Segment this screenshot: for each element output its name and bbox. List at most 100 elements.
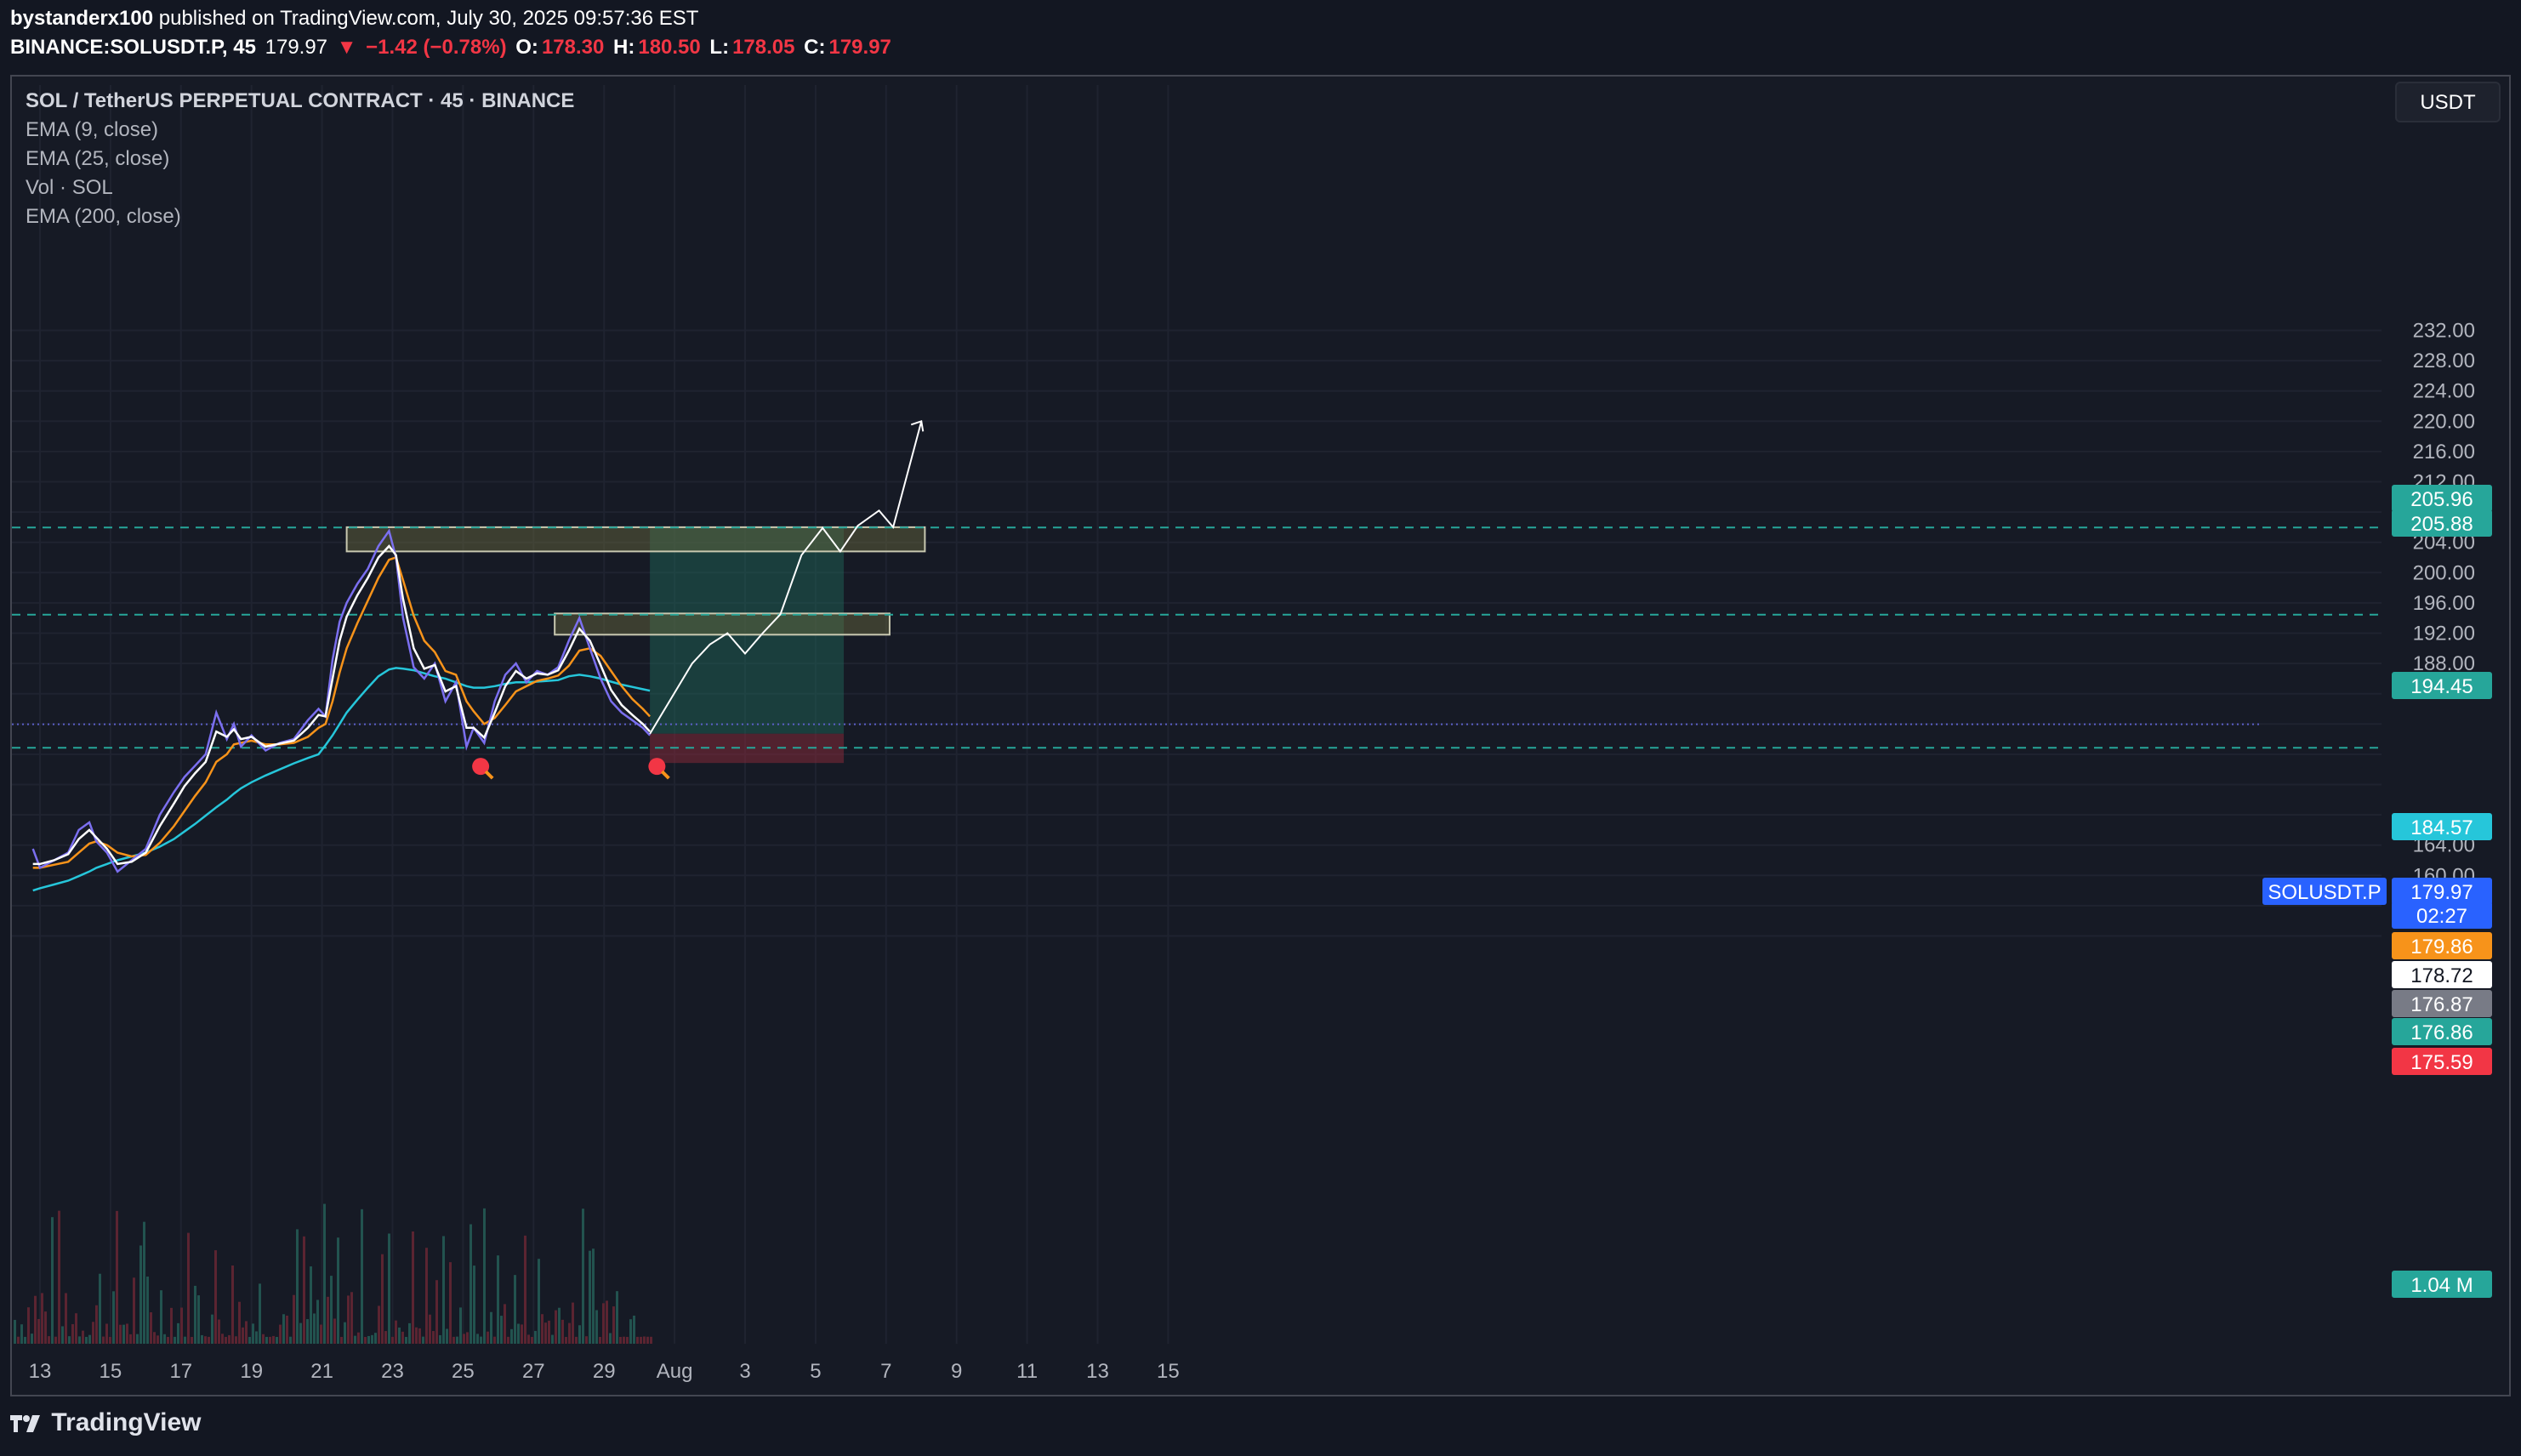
volume-bar xyxy=(61,1326,64,1344)
upper-resistance-box xyxy=(345,526,926,553)
projection-path xyxy=(649,419,925,735)
volume-bar xyxy=(310,1266,312,1344)
volume-bar xyxy=(214,1250,217,1344)
drawing-zones xyxy=(345,526,926,764)
y-tick-label: 224.00 xyxy=(2413,380,2475,403)
volume-bar xyxy=(521,1324,523,1344)
volume-bar xyxy=(238,1301,241,1344)
volume-bar xyxy=(231,1265,234,1344)
open-value: 178.30 xyxy=(541,36,605,59)
chart-area[interactable] xyxy=(10,75,2511,1396)
volume-bar xyxy=(180,1307,183,1344)
volume-bar xyxy=(555,1310,557,1344)
price-label: 184.57 xyxy=(2410,816,2473,839)
legend-ema9[interactable]: EMA (9, close) xyxy=(26,118,159,141)
volume-bar xyxy=(109,1336,111,1344)
volume-bar xyxy=(432,1331,435,1344)
volume-bar xyxy=(293,1294,295,1344)
volume-bar xyxy=(122,1324,125,1344)
down-arrow-icon: ▼ xyxy=(336,36,357,59)
volume-bar xyxy=(401,1331,404,1344)
y-tick-label: 228.00 xyxy=(2413,350,2475,373)
volume-bar xyxy=(126,1323,128,1344)
volume-bar xyxy=(112,1291,115,1344)
volume-bar xyxy=(418,1328,421,1344)
volume-bar xyxy=(425,1248,428,1344)
ema25-line xyxy=(32,555,652,869)
volume-bar xyxy=(92,1322,94,1344)
volume-bar xyxy=(456,1336,458,1344)
volume-bar xyxy=(493,1336,496,1344)
volume-bar xyxy=(242,1327,244,1344)
volume-bar xyxy=(558,1307,561,1344)
volume-bar xyxy=(187,1232,190,1344)
legend-ema200[interactable]: EMA (200, close) xyxy=(26,205,181,228)
target-zone xyxy=(650,527,845,734)
marker-icon xyxy=(660,770,670,780)
currency-button[interactable]: USDT xyxy=(2395,82,2501,122)
volume-bar xyxy=(31,1334,33,1344)
volume-bar xyxy=(184,1336,186,1344)
volume-bar xyxy=(381,1254,384,1344)
price-label: 1.04 M xyxy=(2410,1274,2473,1297)
author-name: bystanderx100 xyxy=(10,7,154,30)
volume-bar xyxy=(235,1336,237,1344)
tradingview-brand: TradingView xyxy=(10,1408,202,1437)
volume-bar xyxy=(378,1305,380,1344)
volume-bar xyxy=(303,1236,305,1344)
volume-bar xyxy=(561,1319,564,1344)
low-value: 178.05 xyxy=(732,36,795,59)
volume-bar xyxy=(623,1336,625,1344)
volume-bar xyxy=(282,1314,285,1344)
price-label-bg xyxy=(2392,932,2492,959)
volume-bar xyxy=(299,1322,302,1344)
volume-bar xyxy=(150,1312,152,1344)
x-tick-label: 11 xyxy=(1016,1360,1038,1383)
volume-bar xyxy=(568,1322,571,1344)
volume-bar xyxy=(551,1334,554,1344)
price-label: 194.45 xyxy=(2410,675,2473,698)
volume-bar xyxy=(265,1336,268,1344)
volume-bar xyxy=(534,1330,537,1344)
x-tick-label: 29 xyxy=(593,1360,616,1383)
volume-bar xyxy=(306,1319,309,1344)
volume-bar xyxy=(269,1336,271,1344)
brand-name: TradingView xyxy=(51,1408,202,1436)
volume-bar xyxy=(255,1331,258,1344)
volume-bar xyxy=(531,1336,533,1344)
volume-bar xyxy=(357,1332,360,1344)
y-tick-label: 188.00 xyxy=(2413,652,2475,675)
volume-bar xyxy=(599,1336,601,1344)
volume-bar xyxy=(156,1335,159,1344)
volume-bar xyxy=(483,1208,486,1344)
volume-bar xyxy=(65,1293,67,1344)
volume-bar xyxy=(105,1323,108,1344)
volume-bar xyxy=(218,1319,220,1344)
x-tick-label: Aug xyxy=(657,1360,693,1383)
legend-volume[interactable]: Vol · SOL xyxy=(26,176,113,199)
volume-bar xyxy=(548,1320,550,1344)
volume-bar xyxy=(527,1334,530,1344)
legend-title: SOL / TetherUS PERPETUAL CONTRACT · 45 ·… xyxy=(26,89,575,112)
price-line xyxy=(31,528,652,873)
volume-bar xyxy=(514,1275,516,1344)
legend-ema25[interactable]: EMA (25, close) xyxy=(26,147,170,170)
volume-bar xyxy=(565,1337,567,1344)
volume-bar xyxy=(225,1336,227,1344)
marker-icon xyxy=(484,770,494,780)
volume-bar xyxy=(259,1283,261,1344)
volume-bar xyxy=(245,1321,248,1344)
volume-bar xyxy=(327,1296,329,1344)
volume-bar xyxy=(37,1318,40,1344)
volume-bar xyxy=(371,1334,373,1344)
volume-bar xyxy=(408,1322,411,1344)
volume-bar xyxy=(582,1209,584,1344)
volume-bar xyxy=(75,1313,77,1344)
volume-bar xyxy=(333,1318,336,1344)
volume-bar xyxy=(442,1236,445,1344)
price-label-bg xyxy=(2392,878,2492,905)
ohlc-header: BINANCE:SOLUSDT.P, 45 179.97 ▼ −1.42 (−0… xyxy=(10,36,895,60)
volume-bar xyxy=(136,1334,139,1344)
